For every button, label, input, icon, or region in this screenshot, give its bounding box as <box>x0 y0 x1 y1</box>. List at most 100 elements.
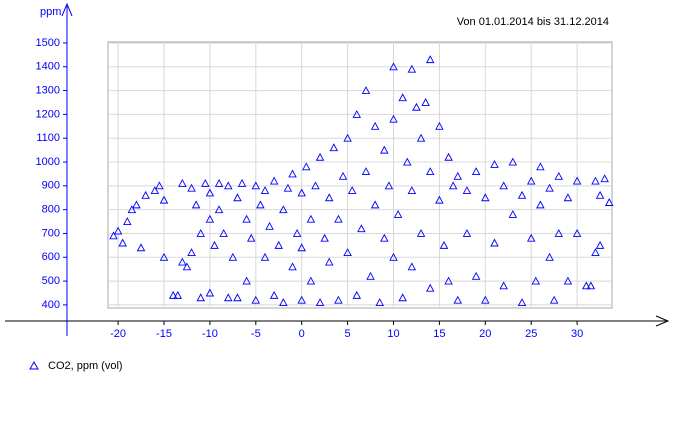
data-point <box>302 162 311 171</box>
data-point <box>425 167 435 175</box>
data-point <box>591 176 600 185</box>
data-point <box>572 176 582 185</box>
data-point <box>201 179 210 187</box>
x-tick-label: 20 <box>479 328 491 340</box>
data-point <box>554 171 564 180</box>
data-point <box>572 229 582 237</box>
data-point <box>421 98 430 106</box>
data-point <box>347 186 357 195</box>
data-point <box>182 262 192 271</box>
data-point <box>269 176 279 185</box>
data-point <box>595 240 605 249</box>
data-point <box>357 224 366 233</box>
plot-frame <box>107 41 613 309</box>
data-point <box>214 179 224 187</box>
data-point <box>554 229 564 237</box>
data-point <box>256 200 265 209</box>
x-tick-label: 5 <box>345 328 351 340</box>
data-point <box>435 195 444 204</box>
y-tick-label: 1100 <box>36 132 60 144</box>
data-point <box>462 186 472 195</box>
data-point <box>159 195 169 204</box>
data-point <box>595 190 605 199</box>
data-point <box>205 288 215 297</box>
data-point <box>283 183 293 192</box>
data-point <box>448 181 458 190</box>
data-point <box>260 186 270 195</box>
data-point <box>380 233 389 242</box>
data-point <box>279 298 288 306</box>
x-tick-label: -10 <box>202 328 218 340</box>
data-point <box>288 262 297 271</box>
data-point <box>187 183 196 192</box>
x-tick-label: 10 <box>387 328 399 340</box>
y-tick-label: 500 <box>42 275 60 287</box>
data-point <box>403 157 412 166</box>
data-point <box>338 171 348 180</box>
y-tick-label: 900 <box>42 180 60 192</box>
data-point <box>315 152 325 161</box>
data-point <box>416 229 426 237</box>
data-point <box>370 121 380 130</box>
data-point <box>196 293 205 302</box>
data-point <box>393 209 403 218</box>
data-point <box>425 55 435 64</box>
data-point <box>196 229 205 237</box>
data-point <box>205 188 215 197</box>
data-point <box>136 243 146 252</box>
data-point <box>361 86 371 95</box>
data-point <box>233 293 242 302</box>
data-point <box>586 281 596 290</box>
data-point <box>600 174 609 183</box>
data-point <box>425 283 435 292</box>
data-point <box>536 162 545 171</box>
x-tick-label: 15 <box>433 328 445 340</box>
data-point <box>237 179 247 187</box>
data-point <box>132 200 141 209</box>
data-point <box>297 188 306 197</box>
data-point <box>416 133 426 142</box>
data-point <box>292 229 302 237</box>
data-point <box>324 193 334 202</box>
data-point <box>352 109 362 118</box>
data-point <box>435 121 444 130</box>
data-point <box>526 176 536 185</box>
x-tick-label: 0 <box>299 328 305 340</box>
data-point <box>210 240 219 249</box>
data-point <box>517 298 527 306</box>
data-point <box>380 145 389 154</box>
data-point <box>508 209 518 218</box>
data-point <box>407 186 417 195</box>
data-point <box>526 233 536 242</box>
data-point <box>315 298 325 306</box>
data-point <box>508 157 518 166</box>
data-point <box>563 193 573 202</box>
x-tick-label: 30 <box>571 328 583 340</box>
data-point <box>205 214 215 223</box>
y-tick-label: 1500 <box>36 37 60 49</box>
data-point <box>118 238 127 247</box>
data-point <box>219 229 228 237</box>
data-point <box>320 233 329 242</box>
x-tick-label: -20 <box>110 328 126 340</box>
data-point <box>439 240 449 249</box>
y-tick-label: 1200 <box>36 108 60 120</box>
data-point <box>375 298 384 306</box>
data-point <box>279 205 288 214</box>
data-point <box>224 293 233 302</box>
data-point <box>141 190 150 199</box>
data-point <box>481 193 490 202</box>
data-point <box>113 226 123 235</box>
y-tick-label: 1300 <box>36 84 60 96</box>
data-point <box>582 281 591 290</box>
y-tick-label: 600 <box>42 251 60 263</box>
data-point <box>384 181 394 190</box>
data-point <box>462 229 472 237</box>
data-point <box>251 181 261 190</box>
x-axis-arrow <box>655 315 670 327</box>
data-point <box>398 293 407 302</box>
data-point <box>545 252 554 261</box>
data-point <box>155 181 164 190</box>
y-tick-label: 700 <box>42 227 60 239</box>
data-point <box>233 193 242 202</box>
